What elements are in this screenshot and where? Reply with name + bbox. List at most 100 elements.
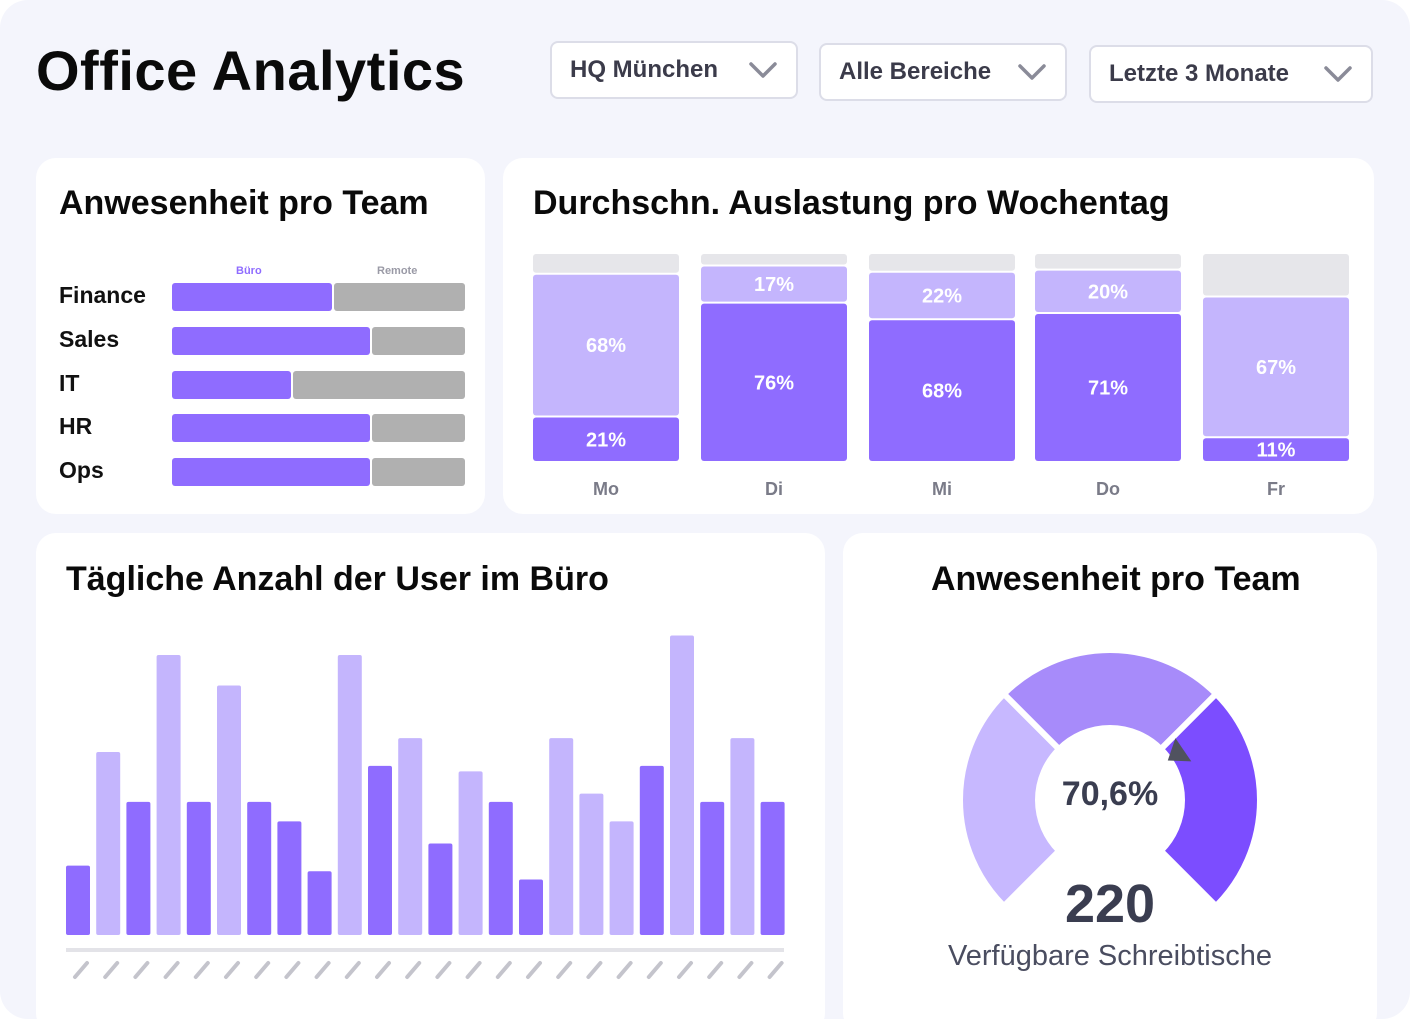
gauge-percentage: 70,6% <box>1061 775 1159 813</box>
bar-remote <box>372 458 465 487</box>
location-dropdown-label: HQ München <box>570 56 718 83</box>
x-tick-label: Do <box>1096 479 1120 499</box>
day-bar <box>609 821 634 935</box>
available-desks-count: 220 <box>1064 874 1156 934</box>
data-label: 68% <box>922 381 962 403</box>
team-label: Sales <box>59 325 120 352</box>
x-tick-placeholder <box>435 961 452 979</box>
bar-empty <box>869 254 1015 271</box>
x-tick-placeholder <box>133 961 150 979</box>
area-dropdown[interactable]: Alle Bereiche <box>819 43 1067 101</box>
x-tick-placeholder <box>224 961 240 979</box>
bar-remote <box>372 326 465 355</box>
gauge-card <box>843 533 1377 1019</box>
data-label: 68% <box>586 335 626 357</box>
x-tick-label: Mo <box>593 479 619 499</box>
day-bar <box>66 865 90 935</box>
bar-buero <box>172 283 333 311</box>
day-bar <box>670 635 694 935</box>
gauge-segment-mid <box>1000 646 1220 753</box>
bar-partial <box>533 274 679 416</box>
day-bar <box>579 793 604 935</box>
x-tick-placeholder <box>344 961 361 979</box>
team-attendance-title: Anwesenheit pro Team <box>59 184 429 222</box>
chevron-down-icon <box>749 62 777 78</box>
timerange-dropdown-label: Letzte 3 Monate <box>1109 60 1290 87</box>
day-bar <box>368 765 392 935</box>
day-bar <box>488 801 513 935</box>
team-label: Finance <box>59 282 146 308</box>
chevron-down-icon <box>1324 66 1352 82</box>
x-tick-placeholder <box>163 961 180 979</box>
day-bar <box>307 871 332 935</box>
x-tick-placeholder <box>556 961 573 979</box>
day-bar <box>398 738 423 935</box>
timerange-dropdown[interactable]: Letzte 3 Monate <box>1089 45 1373 103</box>
page-title: Office Analytics <box>36 39 466 102</box>
bar-partial <box>1035 270 1181 313</box>
data-label: 17% <box>754 274 794 296</box>
day-bar <box>156 654 181 935</box>
location-dropdown[interactable]: HQ München <box>550 41 798 99</box>
x-tick-placeholder <box>284 961 301 979</box>
area-dropdown-label: Alle Bereiche <box>839 58 992 85</box>
bar-partial <box>701 266 847 302</box>
bar-buero <box>172 370 292 399</box>
day-bar <box>549 738 574 935</box>
day-bar <box>96 752 121 935</box>
bar-occupied <box>869 320 1015 461</box>
x-tick-placeholder <box>103 961 120 979</box>
bar-buero <box>172 326 371 355</box>
bar-partial <box>1203 297 1349 437</box>
x-tick-placeholder <box>677 961 693 979</box>
chevron-down-icon <box>1018 64 1046 80</box>
gauge-title: Anwesenheit pro Team <box>931 560 1301 598</box>
day-bar <box>700 801 725 935</box>
day-bar <box>186 801 211 935</box>
weekday-utilization-title: Durchschn. Auslastung pro Wochentag <box>533 184 1170 222</box>
x-tick-label: Fr <box>1267 479 1285 499</box>
day-bar <box>247 801 272 935</box>
bar-occupied <box>1035 314 1181 461</box>
daily-users-title: Tägliche Anzahl der User im Büro <box>66 560 609 598</box>
x-tick-label: Di <box>765 479 783 499</box>
bar-occupied <box>1203 438 1349 461</box>
day-bar <box>458 771 483 935</box>
bar-remote <box>334 283 465 311</box>
x-tick-placeholder <box>254 961 271 979</box>
day-bar <box>519 879 543 935</box>
data-label: 20% <box>1088 281 1128 303</box>
x-tick-placeholder <box>767 961 784 979</box>
bar-partial <box>869 272 1015 319</box>
day-bar <box>277 821 302 935</box>
bar-empty <box>1035 254 1181 269</box>
bar-remote <box>372 414 465 443</box>
bar-empty <box>533 254 679 273</box>
data-label: 71% <box>1088 378 1128 400</box>
bar-remote <box>293 370 465 399</box>
gauge-pointer-icon <box>1167 738 1192 762</box>
x-tick-placeholder <box>193 961 210 979</box>
legend-remote: Remote <box>377 265 418 277</box>
x-tick-label: Mi <box>932 479 952 499</box>
gauge-segment-low <box>956 690 1063 910</box>
gauge-segment-high <box>1157 690 1264 910</box>
bar-occupied <box>701 303 847 461</box>
x-tick-placeholder <box>73 961 89 979</box>
data-label: 67% <box>1256 357 1296 379</box>
day-bar <box>428 843 453 935</box>
day-bar <box>639 765 664 935</box>
x-tick-placeholder <box>616 961 633 979</box>
x-tick-placeholder <box>707 961 724 979</box>
team-label: IT <box>59 369 80 396</box>
x-tick-placeholder <box>375 961 391 979</box>
x-tick-placeholder <box>465 961 482 979</box>
data-label: 22% <box>922 285 962 307</box>
day-bar <box>730 738 755 935</box>
x-tick-placeholder <box>314 961 331 979</box>
bar-occupied <box>533 417 679 461</box>
